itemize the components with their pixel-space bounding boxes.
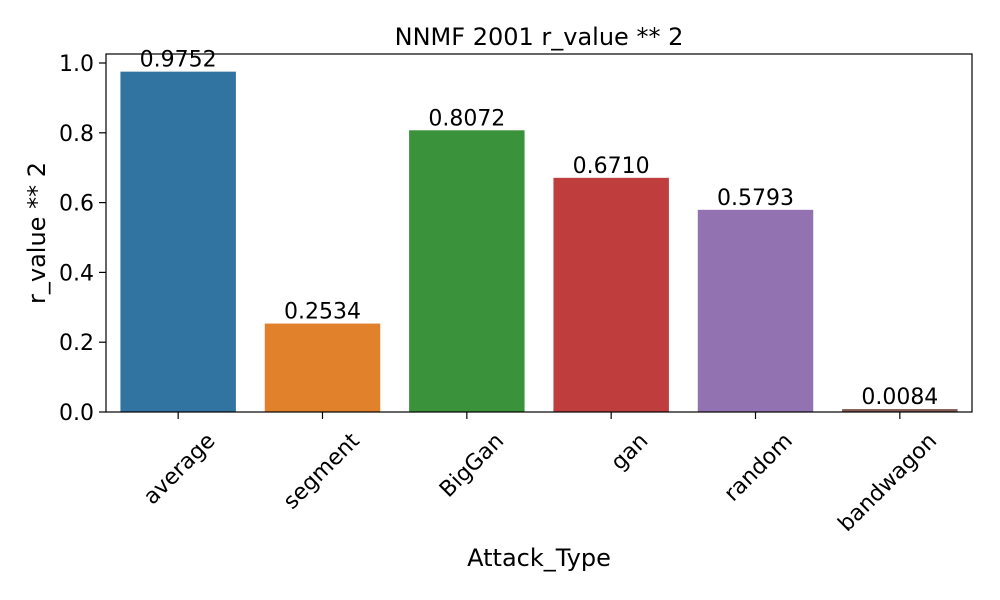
plot-frame xyxy=(105,53,973,413)
y-tick-label: 0.4 xyxy=(59,261,94,286)
bar-gan xyxy=(553,177,669,412)
bars: 0.9752 0.2534 0.8072 0.6710 0.5793 0.0084 xyxy=(120,48,958,412)
y-axis-ticks: 0.0 0.2 0.4 0.6 0.8 1.0 xyxy=(59,52,106,426)
x-tick-label-gan: gan xyxy=(606,429,653,476)
y-tick-label: 0.2 xyxy=(59,331,94,356)
data-label-segment: 0.2534 xyxy=(284,300,361,325)
bar-random xyxy=(697,209,814,412)
data-label-bandwagon: 0.0084 xyxy=(861,385,938,410)
y-tick-label: 0.0 xyxy=(59,401,94,426)
y-tick-label: 0.6 xyxy=(59,192,94,217)
y-tick-label: 0.8 xyxy=(59,122,94,147)
data-label-gan: 0.6710 xyxy=(573,154,650,179)
bar-bandwagon xyxy=(842,409,958,412)
y-tick-label: 1.0 xyxy=(59,52,94,77)
data-label-random: 0.5793 xyxy=(717,186,794,211)
bar-biggan xyxy=(409,130,525,412)
x-tick-label-bandwagon: bandwagon xyxy=(834,429,942,537)
x-axis-ticks: average segment BigGan gan random bandwagon xyxy=(139,412,942,537)
data-label-biggan: 0.8072 xyxy=(428,106,505,131)
x-tick-label-average: average xyxy=(139,429,220,510)
x-tick-label-biggan: BigGan xyxy=(435,429,509,503)
x-tick-label-random: random xyxy=(720,429,798,507)
chart-title: NNMF 2001 r_value ** 2 xyxy=(395,23,684,51)
bar-segment xyxy=(264,323,381,412)
bar-average xyxy=(120,71,236,412)
x-axis-label: Attack_Type xyxy=(467,544,611,572)
x-tick-label-segment: segment xyxy=(279,428,365,514)
y-axis-label: r_value ** 2 xyxy=(23,162,51,304)
data-label-average: 0.9752 xyxy=(140,48,217,73)
